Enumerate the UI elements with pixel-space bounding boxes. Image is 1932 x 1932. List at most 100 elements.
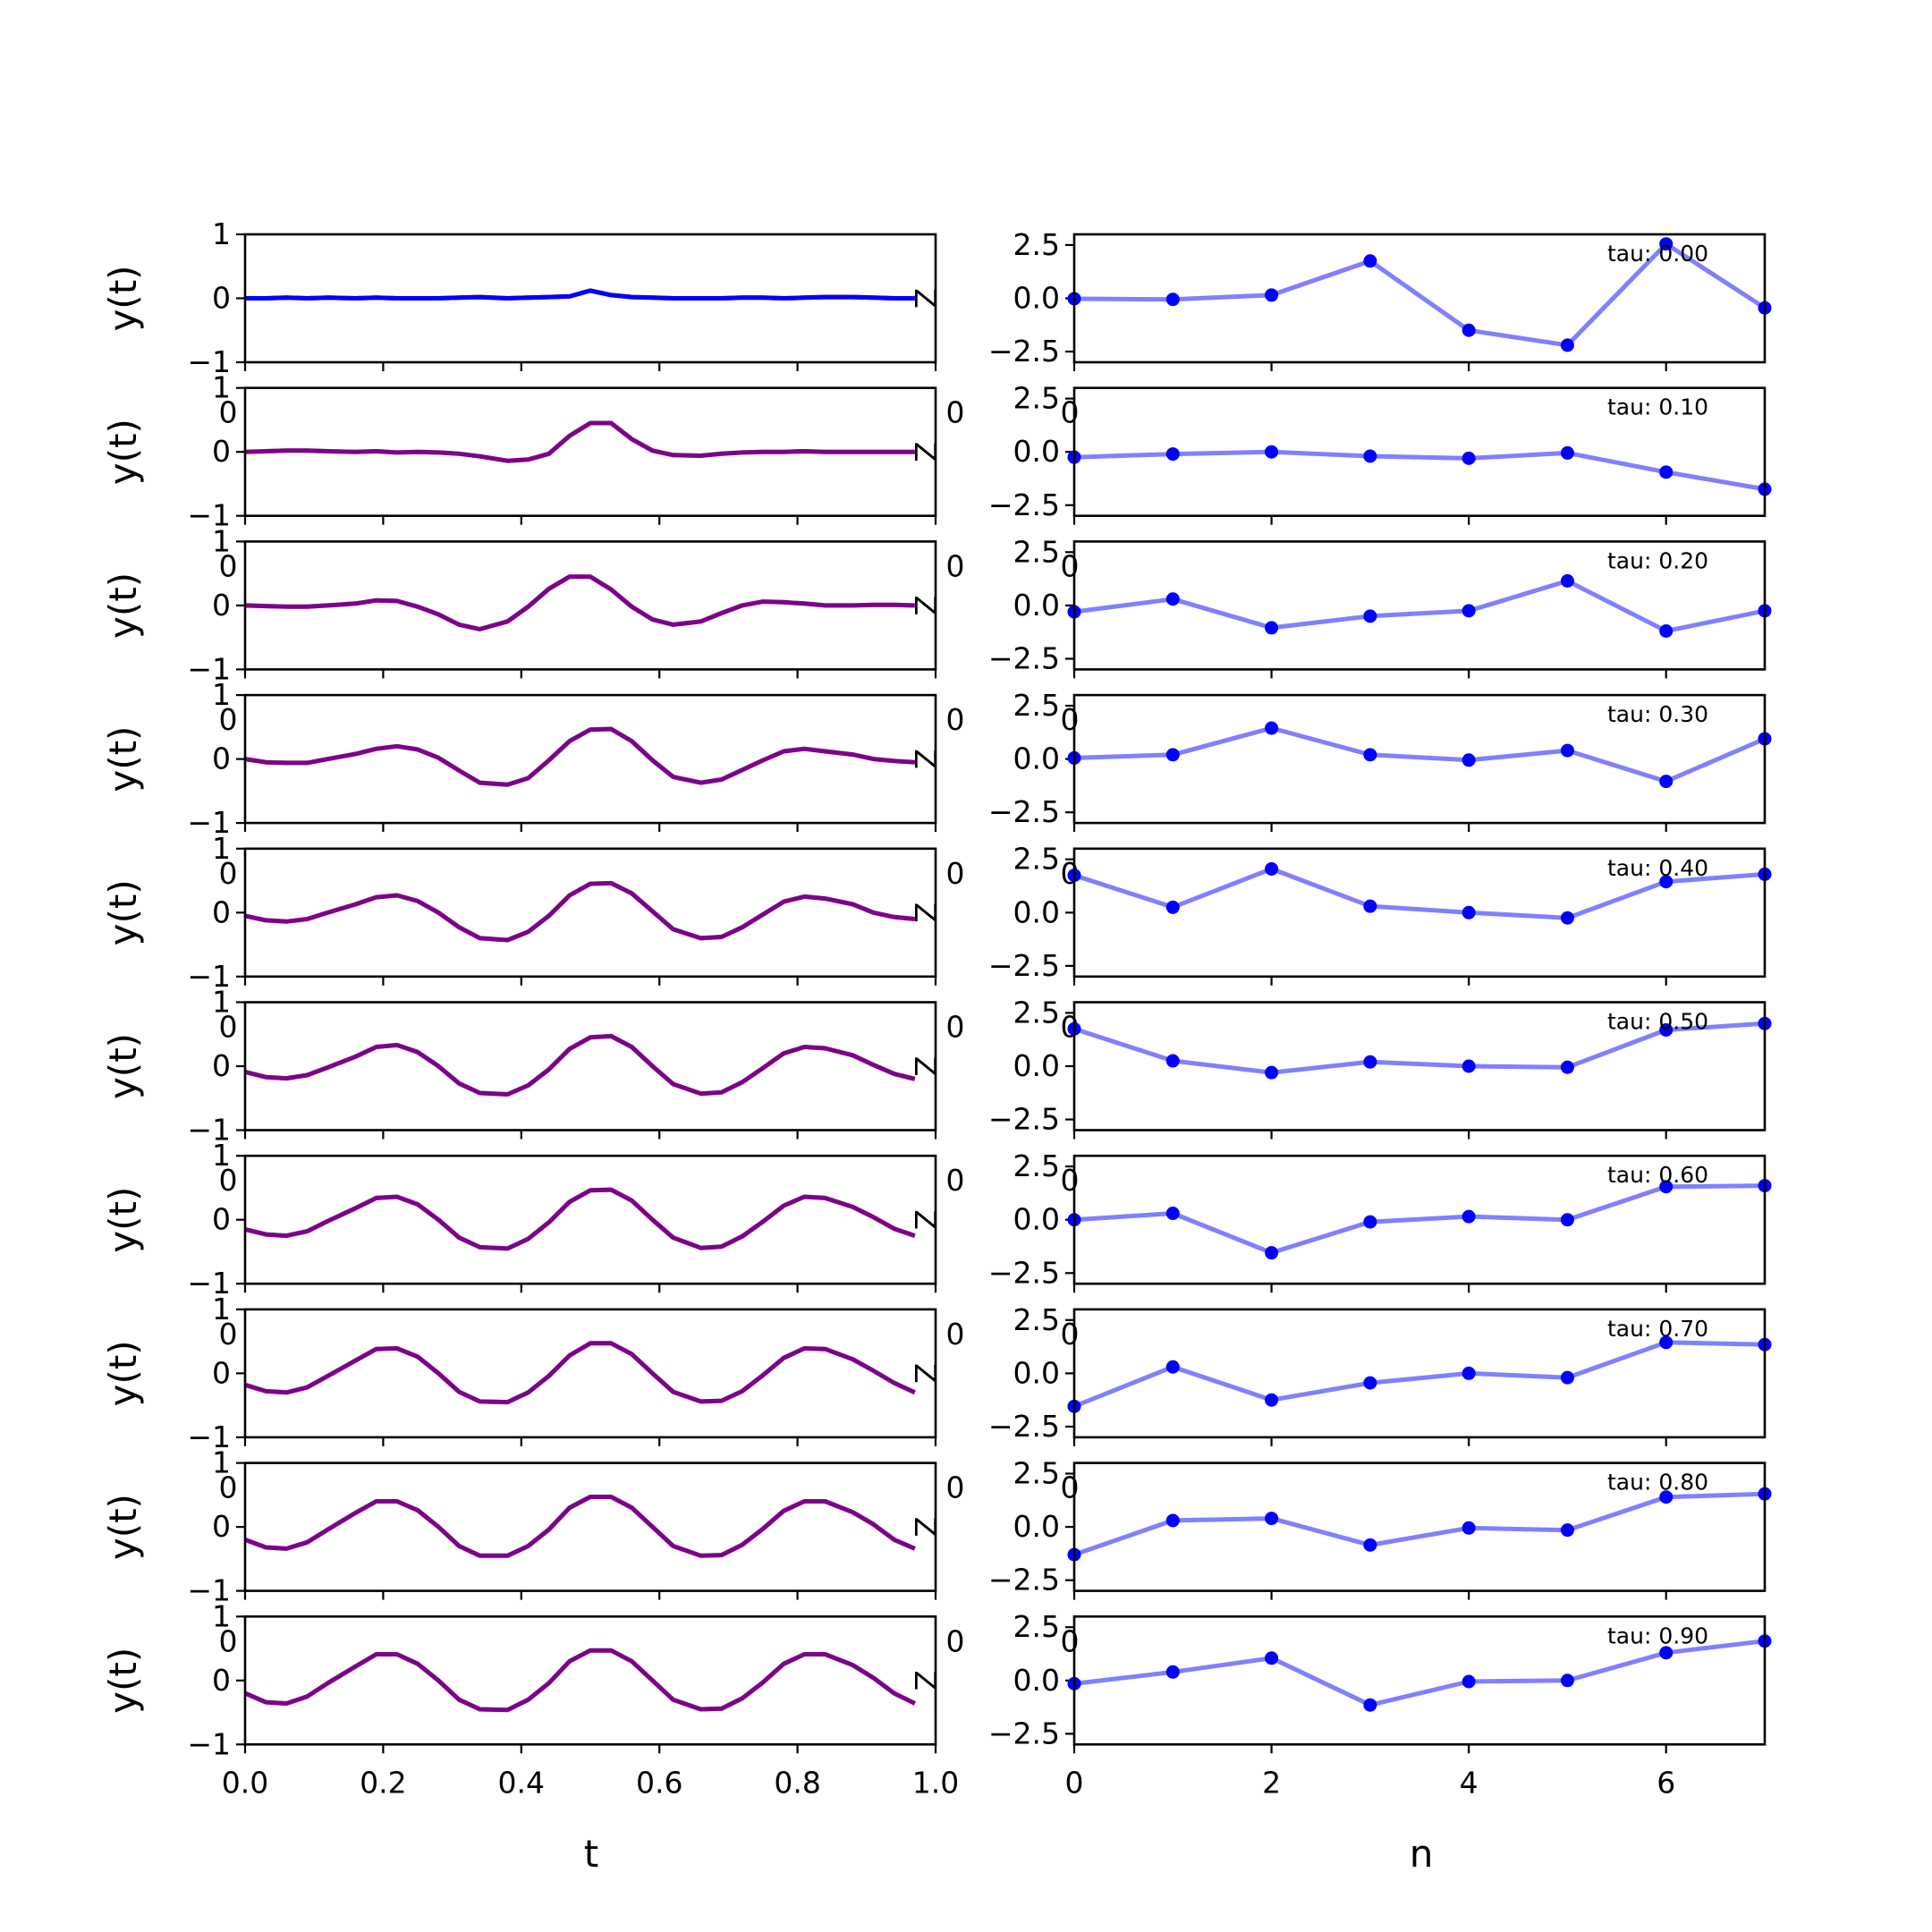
y-tick-label: 2.5 [1013, 381, 1060, 416]
y-axis-label: y(t) [101, 1340, 145, 1406]
series-line-overlap [244, 421, 915, 463]
stray-tick-label: 0 [946, 1163, 965, 1198]
y-tick-label: −1 [187, 651, 231, 686]
coefficient-point [1265, 1246, 1279, 1260]
x-axis-label-n: n [1410, 1832, 1434, 1876]
coefficient-point [1165, 1054, 1180, 1068]
y-tick-label: 0 [212, 588, 231, 623]
y-tick-label: −2.5 [988, 1102, 1060, 1137]
signal-subplot-3: 010−1y(t) Z [101, 677, 943, 840]
signal-axes-frame [243, 233, 937, 364]
y-tick-label: 2.5 [1013, 995, 1060, 1030]
y-tick-label: 0.0 [1013, 741, 1060, 776]
tau-annotation: tau: 0.30 [1607, 701, 1708, 727]
y-tick-label: 0.0 [1013, 588, 1060, 623]
stray-tick-label: 0 [219, 1010, 238, 1045]
y-tick-label: 0.0 [1013, 281, 1060, 316]
coefficient-point [1363, 1215, 1377, 1229]
series-line-overlap [244, 1034, 916, 1097]
coefficient-point [1462, 1366, 1476, 1380]
x-tick-label: 0.8 [774, 1765, 820, 1800]
coefficient-line [1073, 1021, 1766, 1075]
coefficient-subplot-0: 2.5 0.0 −2.5 tau: 0.00 [988, 227, 1772, 371]
coefficient-point [1165, 1665, 1180, 1679]
stray-tick-label: 0 [946, 395, 965, 430]
coefficient-point [1165, 292, 1180, 307]
coefficient-line [1073, 1183, 1766, 1256]
y-tick-label: 1 [212, 1445, 231, 1480]
x-tick-label: 0.0 [222, 1765, 268, 1800]
coefficient-point [1363, 899, 1377, 913]
y-tick-label: 0.0 [1013, 434, 1060, 469]
series-line-red [244, 1495, 916, 1558]
stray-tick-label: 0 [219, 395, 238, 430]
coefficient-point [1560, 1523, 1574, 1538]
subplot-row-9: 010−10.0 0.2 0.4 0.6 0.8 1.0y(t) Z0 02.50.0−2.5… [101, 1598, 1772, 1800]
y-tick-label: −1 [187, 805, 231, 840]
x-tick-label: 1.0 [912, 1765, 959, 1800]
stray-tick-label: 0 [1061, 1623, 1080, 1658]
y-tick-label: −2.5 [988, 794, 1060, 829]
x-tick-label: 4 [1460, 1765, 1479, 1800]
coefficient-point [1462, 1059, 1476, 1073]
y-axis-label: y(t) [101, 1648, 145, 1714]
coefficient-axes-frame [1072, 1462, 1767, 1592]
coefficient-point [1363, 449, 1377, 463]
y-tick-label: 2.5 [1013, 688, 1060, 723]
coefficient-point [1265, 445, 1279, 459]
overlap-label: Z [908, 1517, 943, 1538]
y-axis-label: y(t) [101, 1033, 145, 1099]
y-tick-label: 1 [212, 216, 231, 251]
y-tick-label: 0.0 [1013, 1663, 1060, 1698]
coefficient-line [1073, 1491, 1766, 1557]
signal-subplot-2: 010−1y(t) Z [101, 523, 943, 686]
stray-tick-label: 0 [946, 1010, 965, 1045]
coefficient-point [1462, 1674, 1476, 1689]
y-tick-label: −1 [187, 1726, 231, 1761]
signal-axes-frame [243, 1308, 937, 1439]
y-axis-label: y(t) [101, 1187, 145, 1253]
tau-annotation: tau: 0.50 [1607, 1009, 1708, 1035]
coefficient-point [1265, 1512, 1279, 1526]
y-tick-label: 0 [212, 1663, 231, 1698]
coefficient-axes-frame [1072, 1154, 1767, 1285]
signal-axes-frame [243, 1462, 937, 1592]
signal-subplot-9: 010−10.0 0.2 0.4 0.6 0.8 1.0y(t) Z [101, 1598, 959, 1800]
y-tick-label: 0 [212, 1048, 231, 1083]
x-tick-label: 0.2 [360, 1765, 406, 1800]
coefficient-axes-frame [1072, 540, 1767, 671]
y-tick-label: 0.0 [1013, 1355, 1060, 1390]
stray-tick-label: 0 [1061, 548, 1080, 583]
stray-tick-label: 0 [946, 548, 965, 583]
y-tick-label: −1 [187, 498, 231, 533]
coefficient-line [1073, 866, 1766, 920]
coefficient-point [1363, 609, 1377, 623]
stray-tick-label: 0 [946, 1623, 965, 1658]
y-tick-label: 2.5 [1013, 1148, 1060, 1183]
tau-annotation: tau: 0.20 [1607, 547, 1708, 573]
y-tick-label: 1 [212, 677, 231, 712]
y-tick-label: −2.5 [988, 948, 1060, 983]
tau-annotation: tau: 0.00 [1607, 241, 1708, 267]
y-tick-label: −1 [187, 344, 231, 379]
coefficient-point [1560, 743, 1574, 758]
signal-subplot-0: 1 0 −1 y(t) Z [101, 216, 943, 379]
y-tick-label: 0.0 [1013, 894, 1060, 929]
y-tick-label: 0 [212, 434, 231, 469]
y-tick-label: −1 [187, 1419, 231, 1454]
x-tick-label: 6 [1657, 1765, 1675, 1800]
coefficient-point [1659, 465, 1674, 479]
series-line-blue [244, 1495, 916, 1558]
x-tick-label: 0 [1065, 1765, 1084, 1800]
y-tick-label: 0.0 [1013, 1509, 1060, 1544]
series-line-overlap [244, 727, 915, 787]
coefficient-axes-frame [1072, 1308, 1767, 1439]
coefficient-point [1265, 1651, 1279, 1665]
coefficient-point [1265, 288, 1279, 302]
